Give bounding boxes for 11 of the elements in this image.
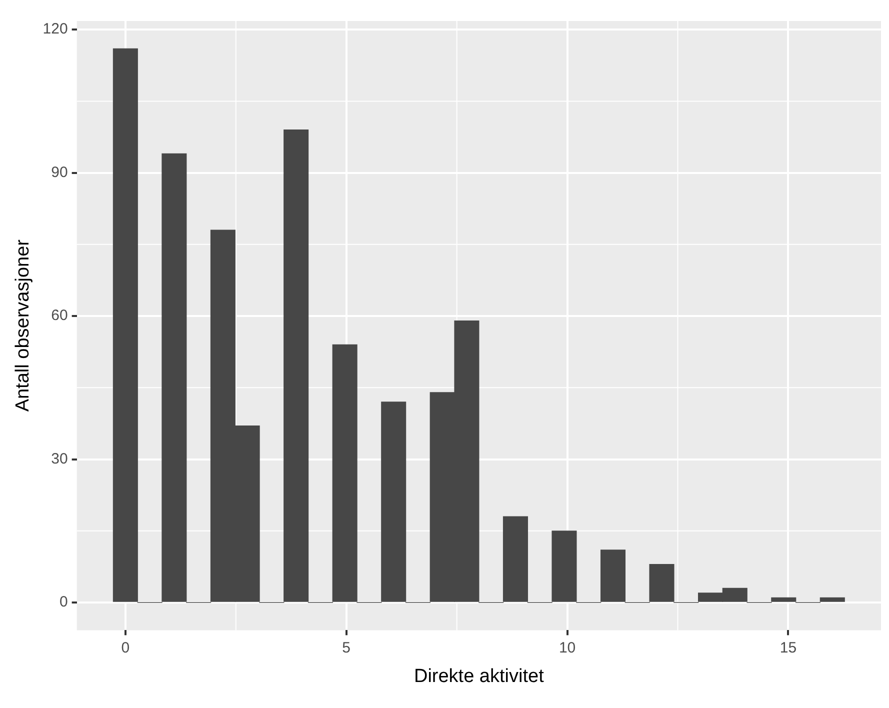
y-tick-label: 30	[51, 450, 68, 468]
x-tick-label: 5	[342, 639, 351, 656]
y-tick-label: 0	[59, 594, 68, 611]
y-tick-label: 120	[42, 20, 68, 38]
y-axis-title: Antall observasjoner	[12, 238, 34, 412]
y-tick-label: 60	[51, 307, 68, 324]
x-tick-label: 0	[121, 639, 130, 656]
y-tick-label: 90	[51, 164, 68, 181]
x-tick-label: 10	[558, 639, 576, 656]
x-tick-label: 15	[780, 639, 797, 656]
x-axis-title: Direkte aktivitet	[414, 666, 545, 687]
